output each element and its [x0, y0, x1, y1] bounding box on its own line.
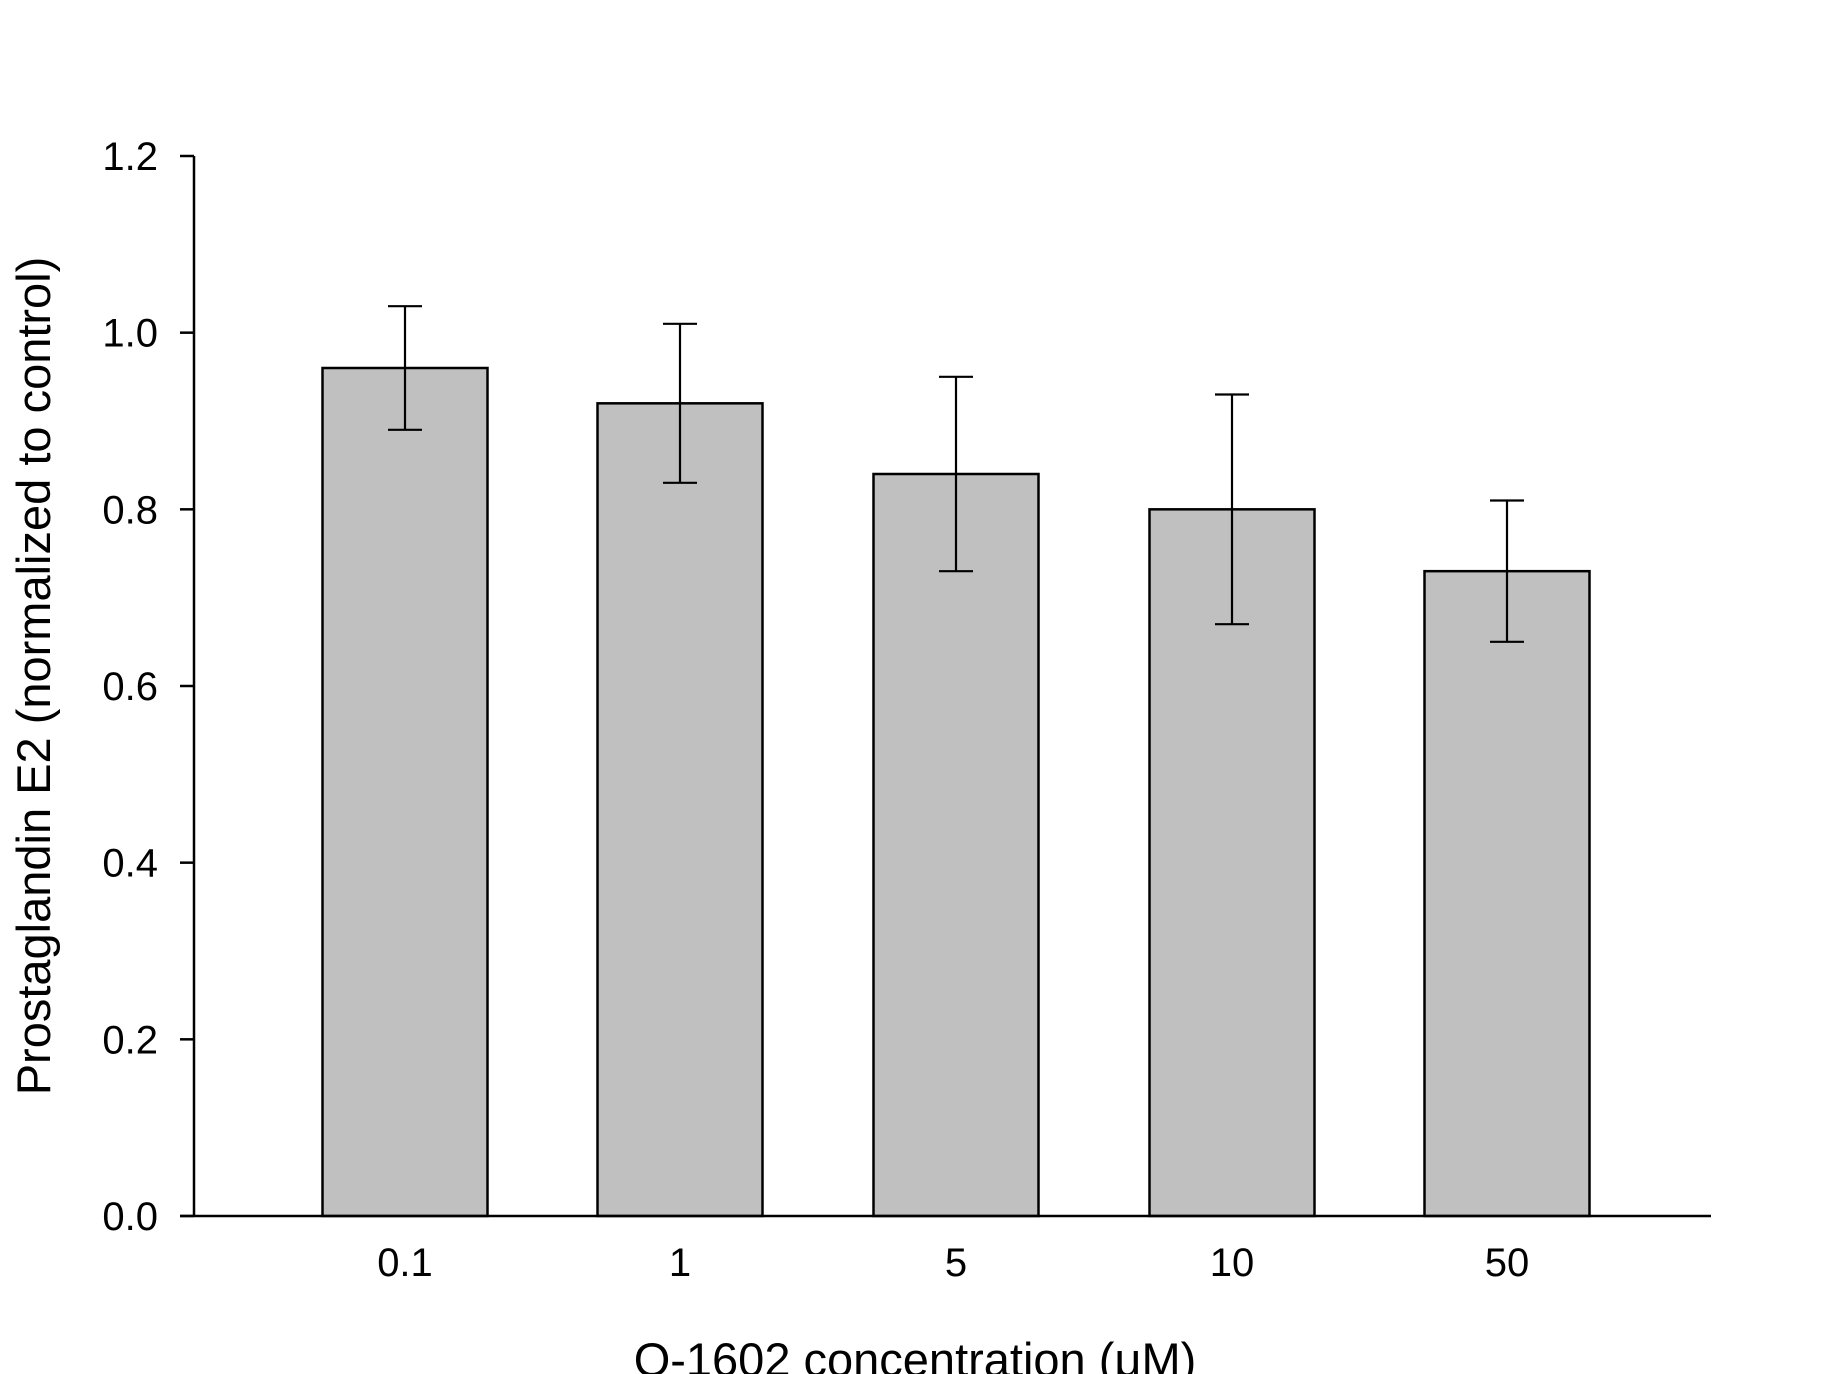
x-tick-label: 0.1: [377, 1241, 433, 1285]
x-tick-label: 10: [1210, 1241, 1255, 1285]
x-axis-title: O-1602 concentration (μM): [634, 1333, 1197, 1374]
y-tick-label: 1.0: [102, 312, 158, 356]
bar-10: [1148, 508, 1316, 1218]
y-tick-label: 0.2: [102, 1018, 158, 1062]
y-ticks-layer: 0.0 0.2 0.4 0.6 0.8 1.0 1.2: [102, 135, 194, 1239]
y-tick-label: 0.6: [102, 665, 158, 709]
error-bars-layer: [388, 305, 1524, 643]
bar-50: [1423, 569, 1591, 1218]
x-ticks-layer: 0.1 1 5 10 50: [377, 1241, 1529, 1285]
y-tick-label: 0.0: [102, 1195, 158, 1239]
y-tick-label: 1.2: [102, 135, 158, 179]
x-tick-label: 50: [1485, 1241, 1530, 1285]
bar-1: [596, 402, 764, 1218]
bar-0.1: [321, 366, 489, 1218]
y-tick-label: 0.4: [102, 842, 158, 886]
y-axis-title: Prostaglandin E2 (normalized to control): [7, 257, 60, 1096]
x-tick-label: 1: [669, 1241, 691, 1285]
y-tick-label: 0.8: [102, 488, 158, 532]
bar-5: [872, 472, 1040, 1218]
x-tick-label: 5: [945, 1241, 967, 1285]
